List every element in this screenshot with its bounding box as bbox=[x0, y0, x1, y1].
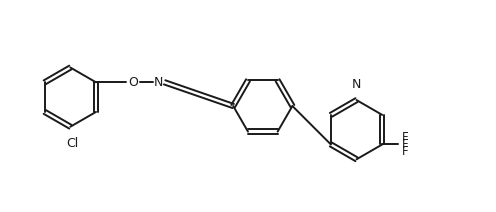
Text: N: N bbox=[352, 78, 361, 91]
Text: F: F bbox=[402, 131, 409, 144]
Text: Cl: Cl bbox=[66, 137, 78, 150]
Text: F: F bbox=[402, 145, 409, 158]
Text: F: F bbox=[402, 138, 409, 151]
Text: N: N bbox=[154, 76, 163, 89]
Text: O: O bbox=[128, 76, 138, 89]
